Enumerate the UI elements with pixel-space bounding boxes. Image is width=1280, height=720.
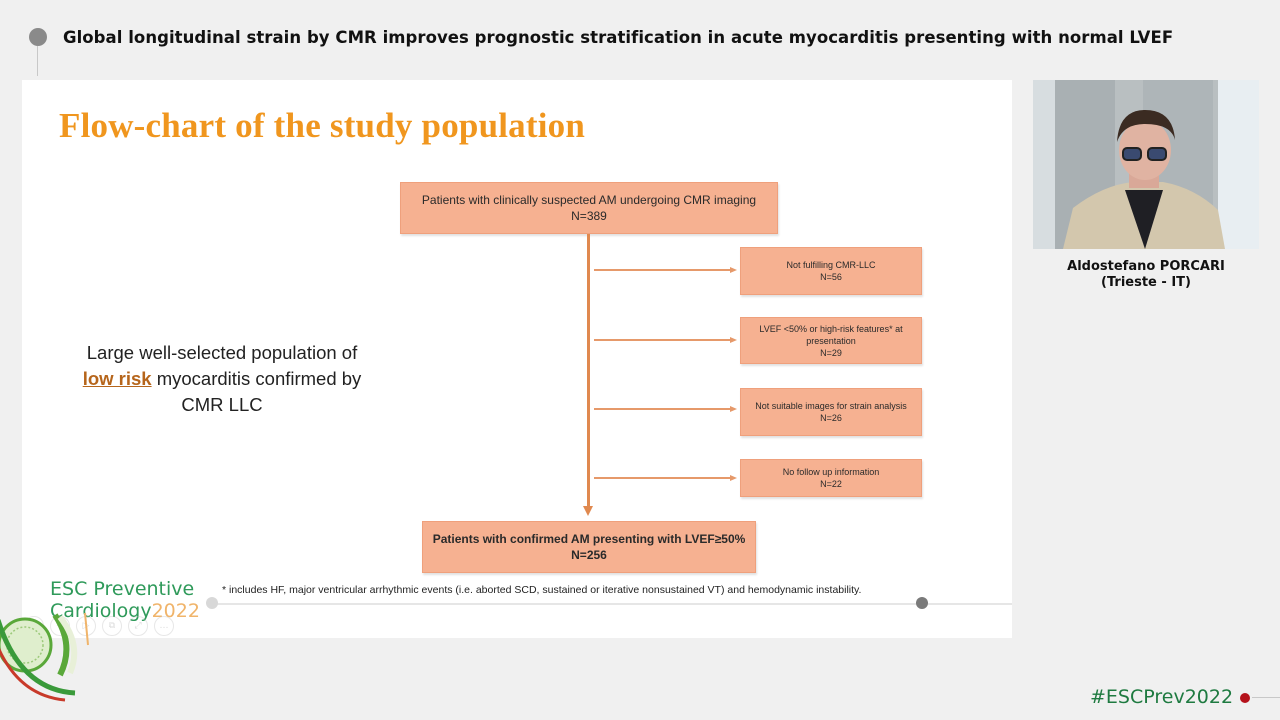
box-count: N=256 <box>571 548 607 562</box>
flowchart-main-arrow-line <box>587 234 590 509</box>
box-count: N=26 <box>820 413 842 423</box>
low-risk-highlight: low risk <box>82 368 152 389</box>
flowchart-box-exclusion-1: Not fulfilling CMR-LLC N=56 <box>740 247 922 295</box>
flowchart-box-final-population: Patients with confirmed AM presenting wi… <box>422 521 756 573</box>
logo-line-1: ESC Preventive <box>50 578 195 600</box>
box-label: Patients with confirmed AM presenting wi… <box>432 532 746 546</box>
summary-line-3: CMR LLC <box>181 394 263 415</box>
slide-footnote: * includes HF, major ventricular arrhyth… <box>222 584 862 596</box>
box-count: N=29 <box>820 347 842 358</box>
arrow-right-icon <box>730 474 737 481</box>
flowchart-box-exclusion-4: No follow up information N=22 <box>740 459 922 497</box>
logo-line-2: Cardiology <box>50 600 152 622</box>
box-count: N=56 <box>820 272 842 282</box>
presentation-slide: Flow-chart of the study population Large… <box>22 80 1012 638</box>
arrow-down-icon <box>583 506 593 516</box>
speaker-name: Aldostefano PORCARI <box>1067 259 1225 274</box>
arrow-right-icon <box>730 405 737 412</box>
player-progress-handle[interactable] <box>916 597 928 609</box>
flowchart-box-exclusion-3: Not suitable images for strain analysis … <box>740 388 922 436</box>
box-label: Patients with clinically suspected AM un… <box>421 193 757 207</box>
speaker-name-label: Aldostefano PORCARI (Trieste - IT) <box>1033 259 1259 291</box>
arrow-right-icon <box>730 336 737 343</box>
timeline-end-dot <box>1240 693 1250 703</box>
timeline-line <box>37 46 38 76</box>
box-count: N=22 <box>820 479 842 489</box>
flowchart-branch-line <box>594 269 732 271</box>
flowchart-box-initial-population: Patients with clinically suspected AM un… <box>400 182 778 234</box>
box-label: LVEF <50% or high-risk features* at pres… <box>759 323 903 346</box>
box-label: Not fulfilling CMR-LLC <box>786 260 876 270</box>
slide-title: Flow-chart of the study population <box>59 106 586 145</box>
layout-icon[interactable]: ⧉ <box>102 616 122 636</box>
summary-line-1: Large well-selected population of <box>86 342 358 363</box>
summary-line-2-rest: myocarditis confirmed by <box>151 368 362 389</box>
esc-swirl-logo-icon <box>0 612 89 702</box>
box-label: No follow up information <box>782 467 880 477</box>
player-progress-start-knob[interactable] <box>206 597 218 609</box>
box-label: Not suitable images for strain analysis <box>755 401 907 411</box>
arrow-right-icon <box>730 266 737 273</box>
fullscreen-icon[interactable]: ⤢ <box>128 616 148 636</box>
flowchart-box-exclusion-2: LVEF <50% or high-risk features* at pres… <box>740 317 922 364</box>
speaker-video <box>1033 80 1259 249</box>
speaker-affiliation: (Trieste - IT) <box>1101 275 1191 290</box>
more-icon[interactable]: … <box>154 616 174 636</box>
flowchart-branch-line <box>594 408 732 410</box>
session-title: Global longitudinal strain by CMR improv… <box>63 28 1174 47</box>
player-progress-track[interactable] <box>212 603 1012 605</box>
timeline-dot <box>29 28 47 46</box>
summary-line-2: low risk myocarditis confirmed by <box>62 366 382 392</box>
timeline-end-line <box>1252 697 1280 698</box>
box-count: N=389 <box>571 209 607 223</box>
flowchart-branch-line <box>594 477 732 479</box>
slide-summary-text: Large well-selected population of low ri… <box>62 340 382 418</box>
speaker-video-frame-icon <box>1033 80 1259 249</box>
flowchart-branch-line <box>594 339 732 341</box>
event-hashtag: #ESCPrev2022 <box>1090 686 1234 708</box>
